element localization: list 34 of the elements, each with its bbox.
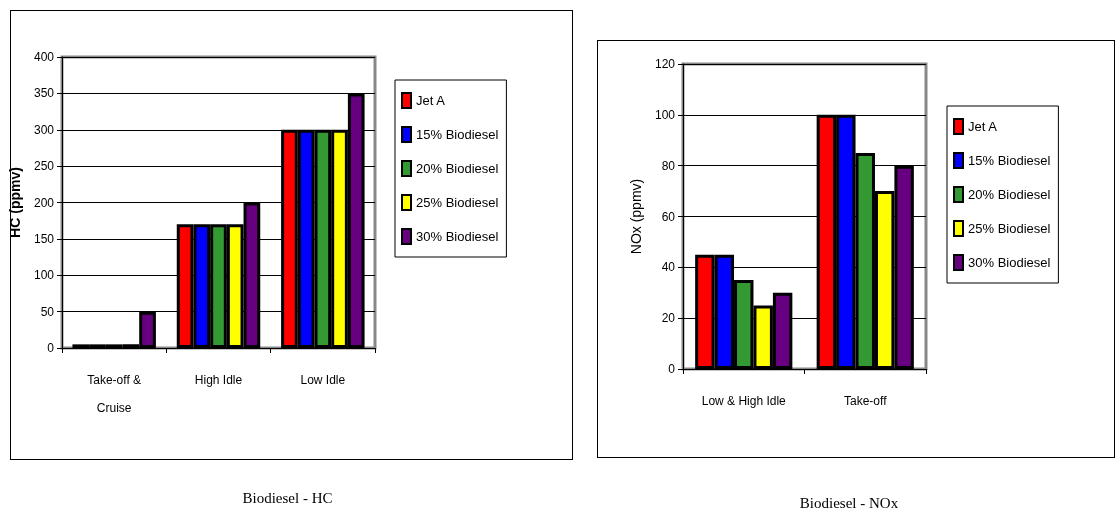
y-tick-label: 120 xyxy=(654,57,676,71)
y-tick-label: 40 xyxy=(661,260,676,275)
y-tick-label: 0 xyxy=(47,341,55,355)
y-axis-title: NOx (ppmv) xyxy=(628,178,644,255)
y-tick-label: 60 xyxy=(661,209,676,224)
y-tick-label: 350 xyxy=(33,86,55,101)
x-tick-label: High Idle xyxy=(194,373,243,387)
y-tick-label: 150 xyxy=(33,231,55,246)
y-tick-label: 50 xyxy=(40,304,55,319)
text: Biodiesel - HC xyxy=(242,489,333,506)
legend-label: 25% Biodiesel xyxy=(416,195,499,210)
y-tick-label: 200 xyxy=(33,195,55,210)
y-tick-label: 20 xyxy=(661,311,676,326)
y-tick-label: 80 xyxy=(661,158,676,173)
y-tick-label: 300 xyxy=(33,122,55,137)
y-tick-label: 100 xyxy=(33,268,55,283)
x-tick-label: Take-off xyxy=(844,394,888,408)
y-tick-label: 400 xyxy=(33,50,55,64)
legend-label: Jet A xyxy=(968,119,998,134)
legend-label: Jet A xyxy=(416,93,446,108)
legend-label: 30% Biodiesel xyxy=(416,229,499,244)
x-tick-label: Low Idle xyxy=(300,373,346,387)
legend-label: 25% Biodiesel xyxy=(968,221,1051,236)
y-tick-label: 250 xyxy=(33,159,55,174)
legend-label: 20% Biodiesel xyxy=(968,187,1051,202)
y-tick-label: 100 xyxy=(654,107,676,122)
legend-label: 15% Biodiesel xyxy=(968,153,1051,168)
text: Biodiesel - NOx xyxy=(799,494,899,510)
legend-label: 30% Biodiesel xyxy=(968,255,1051,270)
x-tick-label: Low & High Idle xyxy=(701,394,787,408)
legend-label: 20% Biodiesel xyxy=(416,161,499,176)
x-tick-label: Take-off & Cruise xyxy=(87,373,142,415)
legend-label: 15% Biodiesel xyxy=(416,127,499,142)
y-tick-label: 0 xyxy=(668,362,676,376)
